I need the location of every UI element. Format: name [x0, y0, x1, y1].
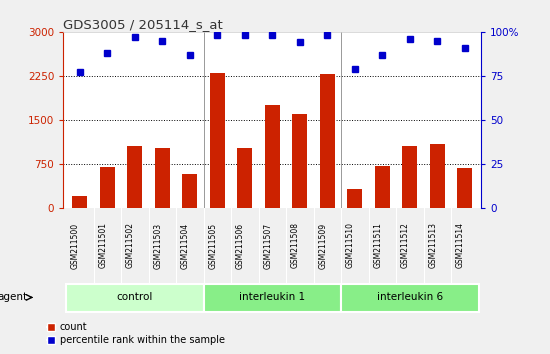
Text: control: control — [117, 292, 153, 302]
FancyBboxPatch shape — [341, 284, 478, 312]
Bar — [347, 189, 362, 208]
Text: GSM211508: GSM211508 — [291, 222, 300, 268]
Bar — [72, 196, 87, 208]
Text: interleukin 6: interleukin 6 — [377, 292, 443, 302]
Bar — [210, 73, 225, 208]
Bar — [127, 147, 142, 208]
Text: GDS3005 / 205114_s_at: GDS3005 / 205114_s_at — [63, 18, 223, 31]
Text: GSM211501: GSM211501 — [98, 222, 107, 268]
Text: agent: agent — [0, 292, 28, 302]
Bar — [402, 146, 417, 208]
Text: GSM211514: GSM211514 — [456, 222, 465, 268]
FancyBboxPatch shape — [66, 284, 204, 312]
Bar — [182, 174, 197, 208]
Bar — [237, 148, 252, 208]
Legend: count, percentile rank within the sample: count, percentile rank within the sample — [43, 319, 229, 349]
Bar — [457, 168, 472, 208]
Bar — [430, 143, 445, 208]
Bar — [155, 148, 170, 208]
Bar — [320, 74, 335, 208]
Text: GSM211504: GSM211504 — [181, 222, 190, 269]
Text: GSM211509: GSM211509 — [318, 222, 327, 269]
Text: GSM211505: GSM211505 — [208, 222, 217, 269]
Bar — [292, 114, 307, 208]
Text: GSM211510: GSM211510 — [346, 222, 355, 268]
Text: GSM211511: GSM211511 — [373, 223, 382, 268]
Text: interleukin 1: interleukin 1 — [239, 292, 305, 302]
Text: GSM211513: GSM211513 — [428, 222, 437, 268]
Text: GSM211506: GSM211506 — [236, 222, 245, 269]
Text: GSM211500: GSM211500 — [71, 222, 80, 269]
Bar — [375, 166, 390, 208]
Text: GSM211503: GSM211503 — [153, 222, 162, 269]
FancyBboxPatch shape — [204, 284, 341, 312]
Text: GSM211507: GSM211507 — [263, 222, 272, 269]
Text: GSM211512: GSM211512 — [401, 223, 410, 268]
Text: GSM211502: GSM211502 — [126, 222, 135, 268]
Bar — [265, 105, 280, 208]
Bar — [100, 167, 115, 208]
